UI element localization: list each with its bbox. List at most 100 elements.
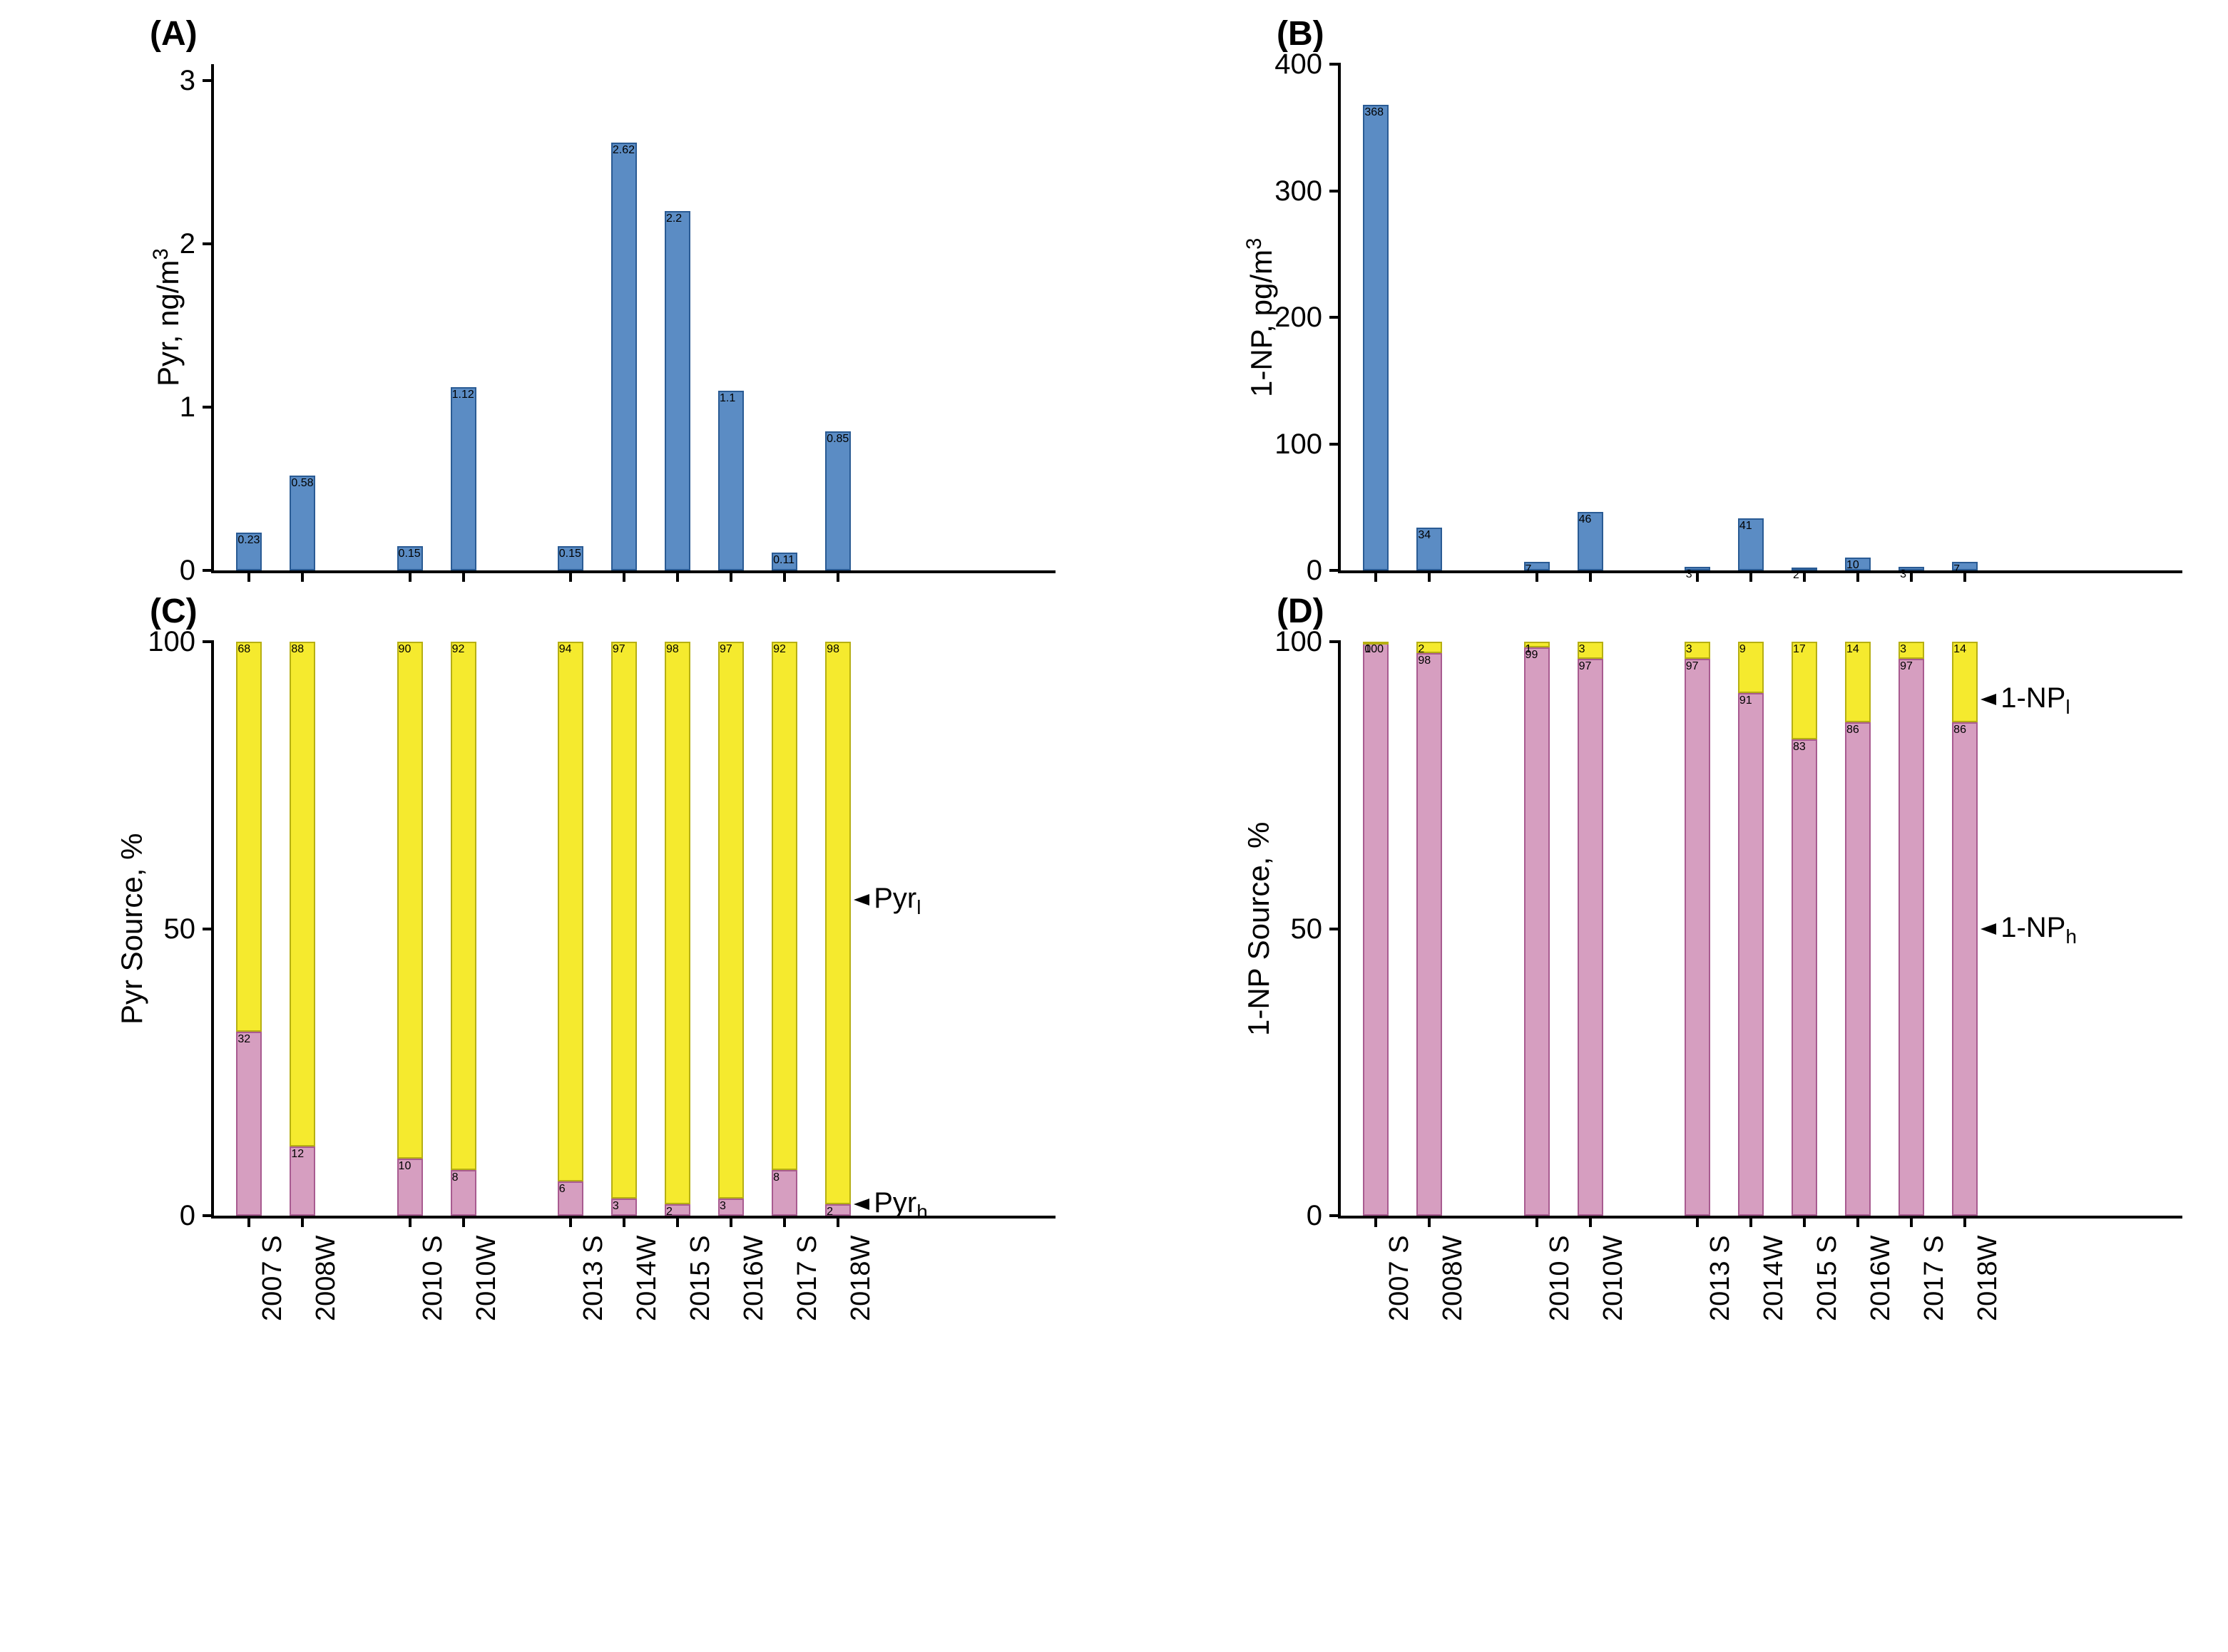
xtick-B-4 bbox=[1589, 570, 1592, 582]
bar-C-Pyr_h-8: 2 bbox=[665, 1204, 690, 1216]
xtick-C-9 bbox=[730, 1216, 732, 1227]
bar-A-0: 0.23 bbox=[236, 533, 262, 570]
bar-D-1-NP_l-11: 14 bbox=[1952, 642, 1978, 722]
ytick-label-A: 3 bbox=[180, 66, 195, 95]
xtick-A-0 bbox=[247, 570, 250, 582]
bar-C-Pyr_l-11: 98 bbox=[825, 642, 851, 1204]
bar-A-7: 2.62 bbox=[611, 143, 637, 570]
xtick-A-3 bbox=[409, 570, 412, 582]
bar-C-Pyr_l-3: 90 bbox=[397, 642, 423, 1159]
bar-D-1-NP_h-6: 97 bbox=[1685, 659, 1710, 1216]
ytick-C bbox=[203, 928, 214, 930]
annotation-C-0: Pyrl bbox=[874, 884, 921, 918]
bar-D-1-NP_l-8: 17 bbox=[1792, 642, 1817, 739]
xtick-label-D-8: 2015 S bbox=[1814, 1236, 1841, 1321]
y-axis-B bbox=[1338, 64, 1341, 573]
bar-B-1: 34 bbox=[1416, 528, 1442, 570]
ytick-label-C: 100 bbox=[148, 627, 195, 656]
xtick-B-3 bbox=[1535, 570, 1538, 582]
xtick-label-C-0: 2007 S bbox=[259, 1236, 286, 1321]
ytick-A bbox=[203, 406, 214, 409]
xtick-A-7 bbox=[623, 570, 625, 582]
xtick-B-8 bbox=[1803, 570, 1806, 582]
bar-C-Pyr_h-3: 10 bbox=[397, 1159, 423, 1216]
bar-D-1-NP_l-7: 9 bbox=[1738, 642, 1764, 693]
bar-D-1-NP_h-10: 97 bbox=[1899, 659, 1924, 1216]
xtick-B-10 bbox=[1910, 570, 1913, 582]
xtick-label-D-1: 2008W bbox=[1439, 1236, 1466, 1321]
xtick-label-D-9: 2016W bbox=[1867, 1236, 1894, 1321]
xtick-D-11 bbox=[1963, 1216, 1966, 1227]
xtick-label-D-0: 2007 S bbox=[1386, 1236, 1413, 1321]
xtick-label-D-7: 2014W bbox=[1760, 1236, 1787, 1321]
ytick-label-D: 50 bbox=[1291, 915, 1323, 943]
annotation-D-0: 1-NPl bbox=[2000, 684, 2070, 717]
bar-A-9: 1.1 bbox=[718, 391, 744, 570]
xtick-B-11 bbox=[1963, 570, 1966, 582]
bar-D-1-NP_h-9: 86 bbox=[1845, 722, 1871, 1216]
bar-B-9: 10 bbox=[1845, 558, 1871, 570]
bar-C-Pyr_l-4: 92 bbox=[451, 642, 476, 1170]
bar-C-Pyr_l-6: 94 bbox=[558, 642, 583, 1181]
xtick-A-1 bbox=[301, 570, 304, 582]
xtick-B-6 bbox=[1696, 570, 1699, 582]
ytick-A bbox=[203, 569, 214, 572]
bar-C-Pyr_l-10: 92 bbox=[772, 642, 797, 1170]
arrow-icon bbox=[1981, 923, 1996, 935]
ytick-D bbox=[1329, 928, 1341, 930]
ytick-label-B: 100 bbox=[1274, 430, 1322, 458]
ytick-B bbox=[1329, 569, 1341, 572]
xtick-D-8 bbox=[1803, 1216, 1806, 1227]
xtick-D-0 bbox=[1374, 1216, 1377, 1227]
bar-C-Pyr_h-11: 2 bbox=[825, 1204, 851, 1216]
xtick-label-D-11: 2018W bbox=[1974, 1236, 2001, 1321]
x-axis-C bbox=[214, 1216, 1056, 1219]
xtick-C-8 bbox=[676, 1216, 679, 1227]
ytick-label-D: 100 bbox=[1274, 627, 1322, 656]
bar-A-11: 0.85 bbox=[825, 431, 851, 570]
bar-D-1-NP_l-3: 1 bbox=[1524, 642, 1550, 647]
bar-D-1-NP_l-1: 2 bbox=[1416, 642, 1442, 653]
xtick-label-C-3: 2010 S bbox=[419, 1236, 446, 1321]
ytick-D bbox=[1329, 1214, 1341, 1217]
ylabel-D: 1-NP Source, % bbox=[1244, 821, 1274, 1035]
bar-C-Pyr_h-0: 32 bbox=[236, 1032, 262, 1216]
bar-A-10: 0.11 bbox=[772, 553, 797, 570]
xtick-A-10 bbox=[783, 570, 786, 582]
annotation-C-1: Pyrh bbox=[874, 1189, 928, 1222]
bar-C-Pyr_l-0: 68 bbox=[236, 642, 262, 1032]
panel-label-C: (C) bbox=[150, 592, 198, 631]
ytick-label-A: 1 bbox=[180, 393, 195, 421]
xtick-label-C-7: 2014W bbox=[633, 1236, 660, 1321]
xtick-D-3 bbox=[1535, 1216, 1538, 1227]
xtick-B-9 bbox=[1856, 570, 1859, 582]
bar-A-1: 0.58 bbox=[290, 476, 315, 570]
xtick-D-9 bbox=[1856, 1216, 1859, 1227]
xtick-label-C-8: 2015 S bbox=[687, 1236, 714, 1321]
ytick-label-C: 0 bbox=[180, 1201, 195, 1230]
xtick-D-6 bbox=[1696, 1216, 1699, 1227]
xtick-D-7 bbox=[1749, 1216, 1752, 1227]
ytick-A bbox=[203, 79, 214, 82]
bar-D-1-NP_h-8: 83 bbox=[1792, 739, 1817, 1216]
xtick-A-8 bbox=[676, 570, 679, 582]
ytick-label-B: 400 bbox=[1274, 50, 1322, 78]
xtick-label-D-6: 2013 S bbox=[1707, 1236, 1734, 1321]
bar-D-1-NP_h-0: 100 bbox=[1363, 642, 1389, 1216]
xtick-B-0 bbox=[1374, 570, 1377, 582]
xtick-C-0 bbox=[247, 1216, 250, 1227]
ytick-label-B: 200 bbox=[1274, 303, 1322, 332]
bar-D-1-NP_h-1: 98 bbox=[1416, 653, 1442, 1216]
bar-D-1-NP_h-7: 91 bbox=[1738, 693, 1764, 1216]
ytick-B bbox=[1329, 63, 1341, 66]
bar-C-Pyr_l-9: 97 bbox=[718, 642, 744, 1199]
xtick-label-C-1: 2008W bbox=[312, 1236, 339, 1321]
bar-A-8: 2.2 bbox=[665, 211, 690, 570]
ytick-label-D: 0 bbox=[1307, 1201, 1322, 1230]
ytick-B bbox=[1329, 443, 1341, 446]
xtick-A-11 bbox=[837, 570, 839, 582]
annotation-D-1: 1-NPh bbox=[2000, 913, 2077, 947]
xtick-C-11 bbox=[837, 1216, 839, 1227]
bar-C-Pyr_h-10: 8 bbox=[772, 1170, 797, 1216]
ytick-label-A: 0 bbox=[180, 556, 195, 585]
